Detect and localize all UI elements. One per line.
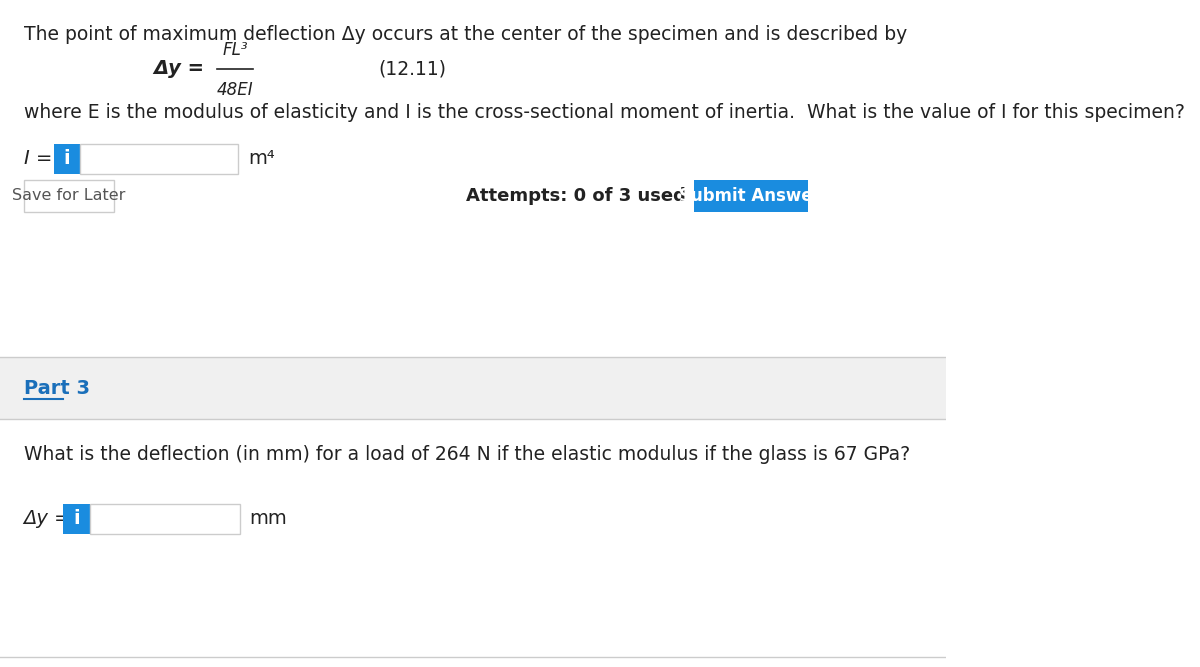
FancyBboxPatch shape [90, 504, 240, 534]
Text: FL³: FL³ [222, 41, 247, 59]
FancyBboxPatch shape [54, 144, 80, 174]
Text: Submit Answer: Submit Answer [679, 187, 821, 205]
FancyBboxPatch shape [694, 180, 808, 212]
Text: i: i [73, 510, 79, 528]
Text: where E is the modulus of elasticity and I is the cross-sectional moment of iner: where E is the modulus of elasticity and… [24, 103, 1184, 122]
Text: Δy =: Δy = [24, 510, 71, 528]
FancyBboxPatch shape [64, 504, 90, 534]
FancyBboxPatch shape [24, 180, 114, 212]
Text: Save for Later: Save for Later [12, 189, 125, 203]
FancyBboxPatch shape [0, 0, 946, 357]
Text: mm: mm [250, 510, 287, 528]
Text: (12.11): (12.11) [378, 59, 446, 79]
Text: Part 3: Part 3 [24, 378, 90, 398]
FancyBboxPatch shape [0, 357, 946, 419]
Text: 48EI: 48EI [216, 81, 253, 99]
Text: i: i [64, 149, 71, 169]
Text: I =: I = [24, 149, 52, 169]
FancyBboxPatch shape [80, 144, 238, 174]
Text: m⁴: m⁴ [248, 149, 275, 169]
Text: The point of maximum deflection Δy occurs at the center of the specimen and is d: The point of maximum deflection Δy occur… [24, 25, 907, 44]
FancyBboxPatch shape [0, 419, 946, 667]
Text: What is the deflection (in mm) for a load of 264 N if the elastic modulus if the: What is the deflection (in mm) for a loa… [24, 445, 910, 464]
Text: Δy =: Δy = [154, 59, 211, 79]
Text: Attempts: 0 of 3 used: Attempts: 0 of 3 used [466, 187, 685, 205]
